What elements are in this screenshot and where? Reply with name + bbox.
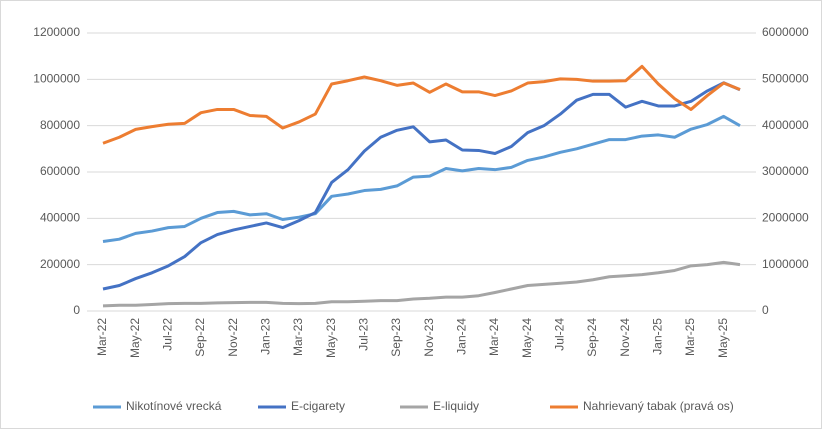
x-tick-label: Mar-22 <box>95 318 109 356</box>
y-tick-label: 1000000 <box>33 72 80 86</box>
y-tick-label: 0 <box>73 303 80 317</box>
x-tick-label: Nov-22 <box>226 318 240 357</box>
x-tick-label: Sep-23 <box>389 318 403 357</box>
y2-tick-label: 5000000 <box>762 72 809 86</box>
y-tick-label: 600000 <box>40 164 80 178</box>
legend-label: Nikotínové vrecká <box>126 399 222 413</box>
x-tick-label: Nov-24 <box>618 318 632 357</box>
x-tick-label: Mar-24 <box>487 318 501 356</box>
x-tick-label: Sep-22 <box>193 318 207 357</box>
y2-tick-label: 2000000 <box>762 211 809 225</box>
x-tick-label: Jul-22 <box>161 318 175 351</box>
x-tick-label: May-23 <box>324 318 338 358</box>
x-tick-label: Jan-25 <box>651 318 665 355</box>
x-tick-label: Jan-23 <box>259 318 273 355</box>
y2-tick-label: 0 <box>762 303 769 317</box>
y2-tick-label: 4000000 <box>762 118 809 132</box>
y-tick-label: 1200000 <box>33 25 80 39</box>
y2-tick-label: 1000000 <box>762 257 809 271</box>
y2-tick-label: 6000000 <box>762 25 809 39</box>
series-line <box>102 64 741 145</box>
x-tick-label: Mar-25 <box>683 318 697 356</box>
x-tick-label: Jul-24 <box>553 318 567 351</box>
series-line <box>102 81 741 291</box>
legend-label: Nahrievaný tabak (pravá os) <box>583 399 734 413</box>
y2-tick-label: 3000000 <box>762 164 809 178</box>
x-tick-label: Jul-23 <box>357 318 371 351</box>
x-tick-label: Mar-23 <box>291 318 305 356</box>
x-tick-label: May-22 <box>128 318 142 358</box>
y-tick-label: 400000 <box>40 211 80 225</box>
x-tick-label: Nov-23 <box>422 318 436 357</box>
x-tick-label: Sep-24 <box>585 318 599 357</box>
y-tick-label: 200000 <box>40 257 80 271</box>
x-tick-label: May-25 <box>716 318 730 358</box>
x-tick-label: Jan-24 <box>455 318 469 355</box>
y-tick-label: 800000 <box>40 118 80 132</box>
x-tick-label: May-24 <box>520 318 534 358</box>
series-line <box>102 260 741 308</box>
legend-label: E-cigarety <box>291 399 345 413</box>
series-line <box>102 114 741 243</box>
legend-label: E-liquidy <box>433 399 479 413</box>
